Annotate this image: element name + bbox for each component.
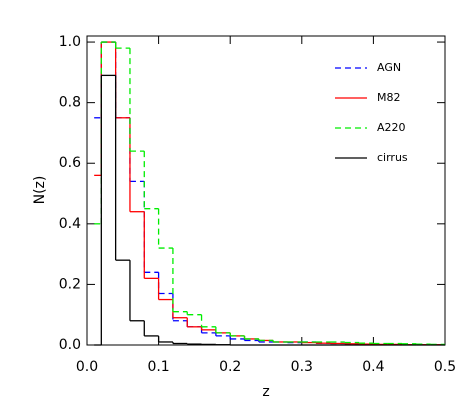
y-tick-label: 0.4	[59, 216, 81, 232]
legend-label: M82	[377, 91, 401, 104]
legend-label: cirrus	[377, 151, 408, 164]
x-tick-label: 0.5	[434, 359, 456, 375]
x-tick-label: 0.2	[219, 359, 241, 375]
x-tick-label: 0.3	[291, 359, 313, 375]
y-tick-label: 0.0	[59, 337, 81, 353]
x-axis-label: z	[262, 384, 269, 400]
legend-label: AGN	[377, 61, 401, 74]
plot-frame	[86, 35, 446, 346]
y-tick-label: 0.2	[59, 276, 81, 292]
y-axis-label: N(z)	[32, 176, 48, 205]
legend-label: A220	[377, 121, 406, 134]
x-tick-label: 0.0	[76, 359, 98, 375]
x-tick-label: 0.4	[362, 359, 384, 375]
y-tick-label: 1.0	[59, 34, 81, 50]
y-tick-label: 0.8	[59, 95, 81, 111]
x-tick-label: 0.1	[147, 359, 169, 375]
y-tick-label: 0.6	[59, 155, 81, 171]
